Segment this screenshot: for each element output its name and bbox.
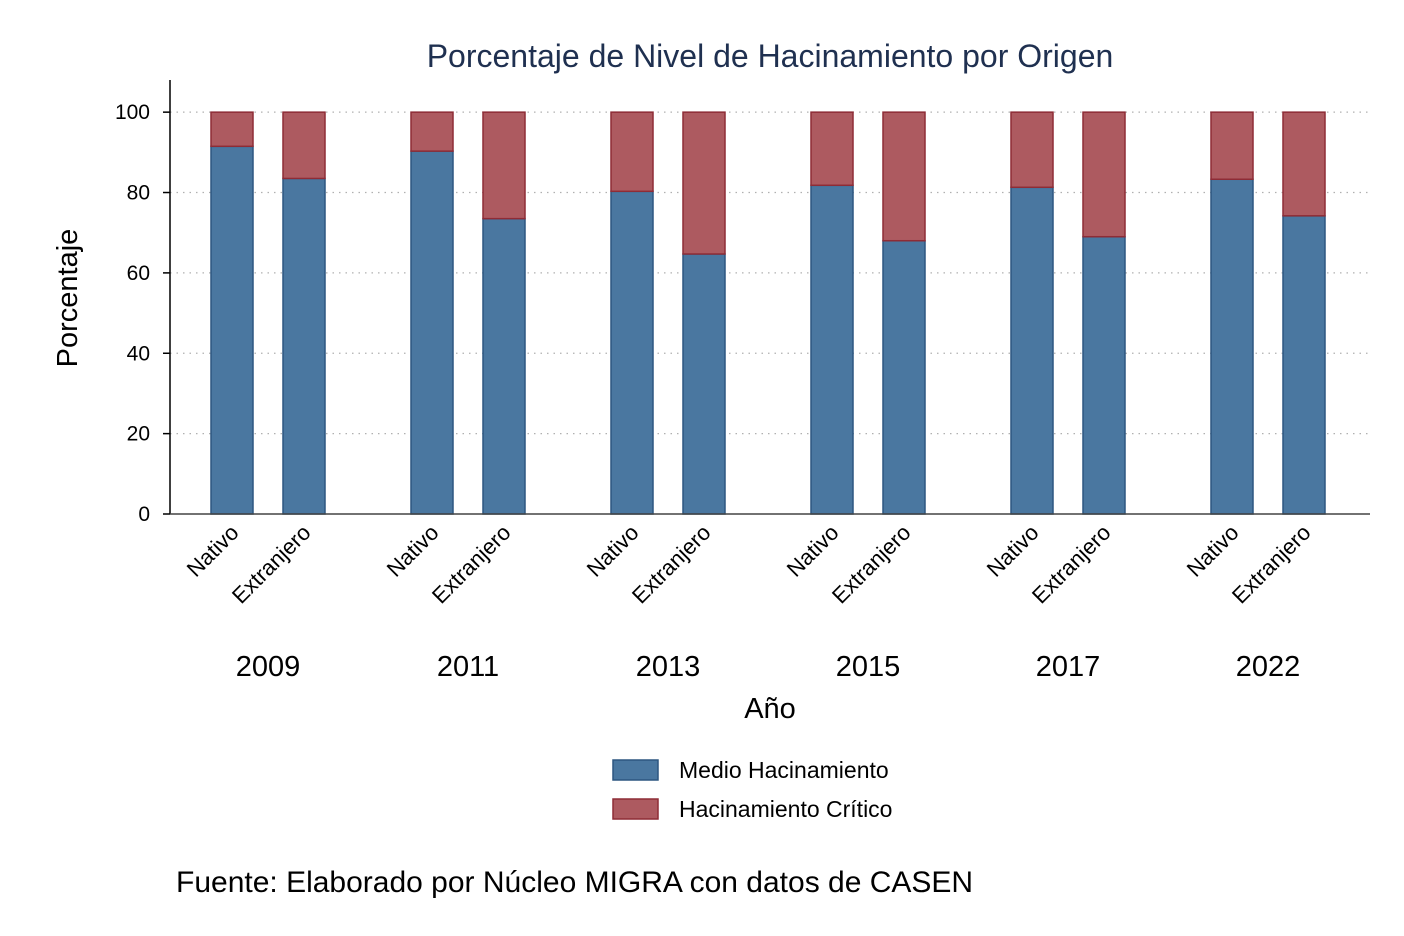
bar-segment — [1210, 178, 1254, 515]
bar-segment — [282, 111, 326, 180]
x-category-label: Nativo — [182, 520, 244, 582]
y-axis-ticks: 0 20 40 60 80 100 — [115, 101, 170, 526]
x-axis-label: Año — [744, 693, 796, 725]
x-group-label: 2015 — [836, 651, 901, 683]
bar-segment — [1010, 111, 1054, 189]
bar-segment — [282, 177, 326, 515]
bar-segment — [210, 111, 254, 148]
bar-segment — [482, 111, 526, 220]
bar-segment — [1282, 215, 1326, 515]
bar-segment — [1082, 235, 1126, 515]
bar-segment — [682, 111, 726, 255]
bar-segment — [810, 184, 854, 515]
gridlines — [170, 111, 1370, 435]
x-category-label: Extranjero — [827, 520, 916, 609]
x-group-label: 2009 — [236, 651, 301, 683]
x-category-label: Extranjero — [1027, 520, 1116, 609]
legend-label: Medio Hacinamiento — [679, 757, 889, 783]
bar-segment — [610, 111, 654, 193]
x-category-label: Extranjero — [1227, 520, 1316, 609]
y-axis-label: Porcentaje — [52, 229, 84, 368]
x-category-label: Extranjero — [427, 520, 516, 609]
x-group-label: 2022 — [1236, 651, 1301, 683]
x-group-label: 2013 — [636, 651, 701, 683]
x-group-label: 2011 — [437, 651, 499, 683]
bar-segment — [1282, 111, 1326, 217]
bar-segment — [810, 111, 854, 187]
x-category-label: Nativo — [582, 520, 644, 582]
y-tick-label: 100 — [115, 101, 150, 124]
y-tick-label: 40 — [127, 342, 150, 365]
bars — [210, 111, 1326, 515]
source-note: Fuente: Elaborado por Núcleo MIGRA con d… — [176, 866, 973, 899]
x-category-label: Extranjero — [227, 520, 316, 609]
bar-segment — [410, 111, 454, 152]
bar-segment — [1082, 111, 1126, 238]
chart-title: Porcentaje de Nivel de Hacinamiento por … — [427, 38, 1114, 74]
y-tick-label: 60 — [127, 262, 150, 285]
x-category-label: Nativo — [782, 520, 844, 582]
axes — [169, 80, 1370, 515]
y-tick-label: 80 — [127, 182, 150, 205]
x-axis-labels: NativoExtranjero2009NativoExtranjero2011… — [182, 520, 1316, 683]
bar-segment — [1010, 186, 1054, 515]
y-tick-label: 0 — [138, 503, 150, 526]
x-category-label: Extranjero — [627, 520, 716, 609]
bar-segment — [1210, 111, 1254, 181]
bar-segment — [882, 111, 926, 242]
x-category-label: Nativo — [982, 520, 1044, 582]
legend: Medio Hacinamiento Hacinamiento Crítico — [612, 757, 892, 822]
legend-swatch — [612, 759, 659, 781]
legend-label: Hacinamiento Crítico — [679, 796, 892, 822]
bar-segment — [410, 150, 454, 515]
legend-swatch — [612, 798, 659, 820]
x-category-label: Nativo — [1182, 520, 1244, 582]
x-group-label: 2017 — [1036, 651, 1101, 683]
bar-segment — [482, 217, 526, 515]
bar-segment — [682, 253, 726, 515]
bar-segment — [882, 239, 926, 515]
x-category-label: Nativo — [382, 520, 444, 582]
y-tick-label: 20 — [127, 423, 150, 446]
bar-segment — [610, 190, 654, 515]
bar-segment — [210, 145, 254, 515]
